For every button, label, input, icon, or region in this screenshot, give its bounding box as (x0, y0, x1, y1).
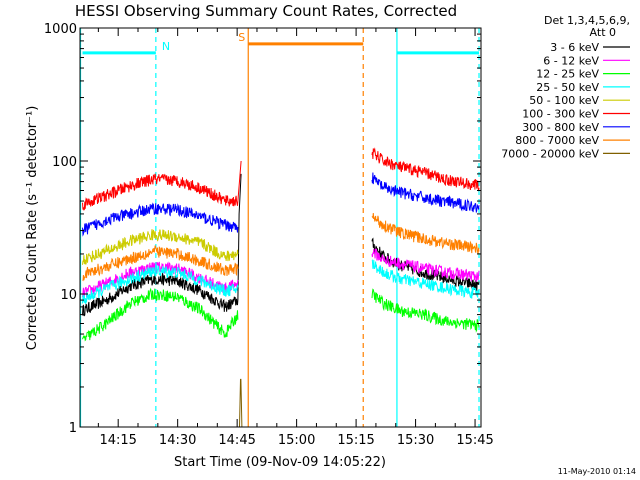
x-tick-label-2: 14:45 (218, 433, 255, 448)
x-tick-label-4: 15:15 (337, 433, 374, 448)
annotation-label-S: S (238, 31, 245, 44)
legend-item-3: 25 - 50 keV (536, 81, 599, 94)
y-tick-label-3: 1000 (44, 22, 77, 37)
axes: 14:15 14:30 14:45 15:00 15:15 15:30 15:45 1 10 10… (44, 22, 494, 448)
series-8-segment-0 (239, 378, 243, 428)
legend-item-2: 12 - 25 keV (536, 68, 599, 81)
x-tick-label-0: 14:15 (99, 433, 136, 448)
legend-item-5: 100 - 300 keV (522, 108, 599, 121)
chart-title: HESSI Observing Summary Count Rates, Cor… (75, 2, 457, 20)
x-tick-label-6: 15:45 (456, 433, 493, 448)
legend-item-1: 6 - 12 keV (543, 54, 599, 67)
series-1-segment-1 (371, 248, 480, 283)
x-tick-label-3: 15:00 (278, 433, 315, 448)
legend-item-7: 800 - 7000 keV (515, 134, 599, 147)
legend-item-0: 3 - 6 keV (550, 41, 599, 54)
series-5-segment-1 (371, 147, 480, 192)
legend-item-4: 50 - 100 keV (529, 94, 599, 107)
plot-area: NS (79, 28, 480, 428)
x-tick-label-1: 14:30 (159, 433, 196, 448)
series-5-segment-0 (82, 160, 242, 211)
legend-header-line-1: Det 1,3,4,5,6,9, (544, 14, 630, 27)
series-3-segment-1 (371, 258, 480, 299)
series-7-segment-0 (82, 245, 239, 282)
legend-header-line-2: Att 0 (590, 26, 616, 39)
y-tick-label-0: 1 (69, 421, 77, 436)
annotation-label-N: N (162, 40, 170, 53)
series-3-segment-0 (82, 264, 239, 305)
series-2-segment-1 (371, 288, 480, 333)
x-axis-label: Start Time (09-Nov-09 14:05:22) (174, 455, 386, 470)
series-1-segment-0 (82, 261, 239, 298)
legend-item-6: 300 - 800 keV (522, 121, 599, 134)
timestamp: 11-May-2010 01:14 (558, 467, 636, 476)
y-tick-label-1: 10 (60, 288, 77, 303)
y-axis-label: Corrected Count Rate (s⁻¹ detector⁻¹) (25, 106, 40, 351)
x-tick-label-5: 15:30 (397, 433, 434, 448)
plot-frame (79, 27, 482, 428)
series-2-segment-0 (82, 287, 239, 342)
y-tick-label-2: 100 (52, 155, 77, 170)
series-7-segment-1 (371, 213, 480, 254)
legend-item-8: 7000 - 20000 keV (501, 147, 599, 160)
series-6-segment-1 (371, 172, 480, 214)
series-4-segment-0 (82, 229, 239, 265)
series-6-segment-0 (82, 202, 239, 237)
